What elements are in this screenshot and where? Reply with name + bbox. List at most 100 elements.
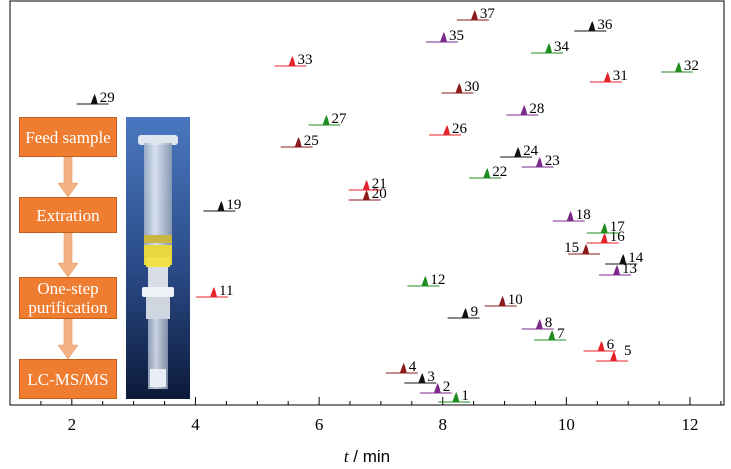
plot-frame	[9, 0, 725, 406]
x-axis-title: t / min	[344, 447, 390, 466]
x-axis-title-variable: t	[344, 447, 350, 466]
down-arrow-icon	[58, 233, 78, 277]
peak-label: 27	[332, 111, 348, 127]
peak-label: 9	[471, 304, 479, 320]
peak-marker	[609, 351, 617, 361]
peak-3: 3	[404, 369, 437, 385]
workflow-step-lc-ms: LC-MS/MS	[19, 359, 117, 399]
peak-8: 8	[521, 315, 554, 331]
peak-marker	[421, 276, 429, 286]
down-arrow-icon	[58, 157, 78, 197]
x-axis-title-unit: / min	[349, 447, 391, 466]
peak-21: 21	[348, 176, 387, 192]
peak-15: 15	[564, 240, 601, 256]
peak-22: 22	[469, 164, 507, 180]
peak-marker	[582, 244, 590, 254]
peak-marker	[514, 147, 522, 157]
peak-marker	[455, 83, 463, 93]
peak-28: 28	[506, 101, 544, 117]
peak-11: 11	[196, 283, 233, 299]
peak-label: 14	[628, 250, 644, 266]
peak-label: 19	[226, 197, 241, 213]
peak-marker	[600, 233, 608, 243]
peak-label: 33	[298, 52, 313, 68]
peak-marker	[483, 168, 491, 178]
peak-31: 31	[589, 68, 628, 84]
workflow-step-label: LC-MS/MS	[27, 369, 109, 389]
peak-13: 13	[599, 261, 637, 277]
peak-marker	[603, 72, 611, 82]
workflow-step-label: Extration	[36, 205, 100, 225]
peak-18: 18	[552, 207, 591, 223]
peak-marker	[294, 137, 302, 147]
peak-26: 26	[429, 121, 468, 137]
peak-label: 4	[409, 359, 417, 375]
peak-marker	[600, 223, 608, 233]
workflow-step-label: One-step purification	[28, 279, 108, 317]
peak-marker	[439, 32, 447, 42]
peak-label: 35	[449, 28, 464, 44]
peak-marker	[588, 21, 596, 31]
peak-label: 3	[427, 369, 435, 385]
peak-label: 28	[529, 101, 544, 117]
peak-marker	[597, 341, 605, 351]
down-arrow-icon	[58, 319, 78, 359]
peak-marker	[90, 94, 98, 104]
peak-14: 14	[605, 250, 644, 266]
peak-label: 37	[480, 6, 496, 22]
peak-25: 25	[280, 133, 319, 149]
cartridge-illustration	[126, 117, 190, 399]
peak-23: 23	[521, 153, 560, 169]
peak-label: 18	[576, 207, 591, 223]
peak-marker	[418, 373, 426, 383]
peak-marker	[362, 180, 370, 190]
peak-35: 35	[425, 28, 464, 44]
peak-2: 2	[419, 379, 452, 395]
x-tick-label: 8	[438, 415, 447, 434]
peak-label: 11	[219, 283, 233, 299]
x-tick-label: 12	[682, 415, 699, 434]
x-tick-label: 4	[191, 415, 200, 434]
peak-label: 31	[613, 68, 628, 84]
workflow-step-label: Feed sample	[25, 127, 111, 147]
x-axis: 2 4 6 8 10 12	[40, 397, 722, 434]
peak-24: 24	[500, 143, 539, 159]
peak-label: 34	[554, 39, 570, 55]
peak-label: 15	[564, 240, 579, 256]
peak-27: 27	[308, 111, 348, 127]
peak-17: 17	[586, 219, 625, 235]
peak-29: 29	[76, 90, 115, 106]
peak-32: 32	[660, 58, 699, 74]
peak-marker	[545, 43, 553, 53]
peak-10: 10	[484, 292, 523, 308]
peak-label: 21	[372, 176, 387, 192]
peak-marker	[520, 105, 528, 115]
peak-label: 25	[304, 133, 319, 149]
peak-label: 10	[508, 292, 523, 308]
workflow-step-feed-sample: Feed sample	[19, 117, 117, 157]
peak-1: 1	[438, 388, 471, 404]
peak-37: 37	[456, 6, 496, 22]
peak-19: 19	[203, 197, 241, 213]
peak-5: 5	[595, 343, 632, 362]
peak-marker	[362, 190, 370, 200]
peak-33: 33	[274, 52, 313, 68]
peak-marker	[217, 201, 225, 211]
peak-marker	[322, 115, 330, 125]
peak-label: 1	[461, 388, 469, 404]
peak-label: 36	[597, 17, 613, 33]
peak-marker	[470, 10, 478, 20]
peak-label: 5	[624, 343, 632, 359]
peak-label: 8	[545, 315, 553, 331]
peak-marker	[619, 254, 627, 264]
peak-label: 32	[684, 58, 699, 74]
peak-12: 12	[407, 272, 445, 288]
peak-marker	[452, 392, 460, 402]
peak-label: 23	[545, 153, 560, 169]
peak-label: 13	[622, 261, 637, 277]
x-tick-label: 6	[315, 415, 324, 434]
peak-marker	[566, 211, 574, 221]
peak-marker	[433, 383, 441, 393]
cartridge-photo	[126, 117, 190, 399]
